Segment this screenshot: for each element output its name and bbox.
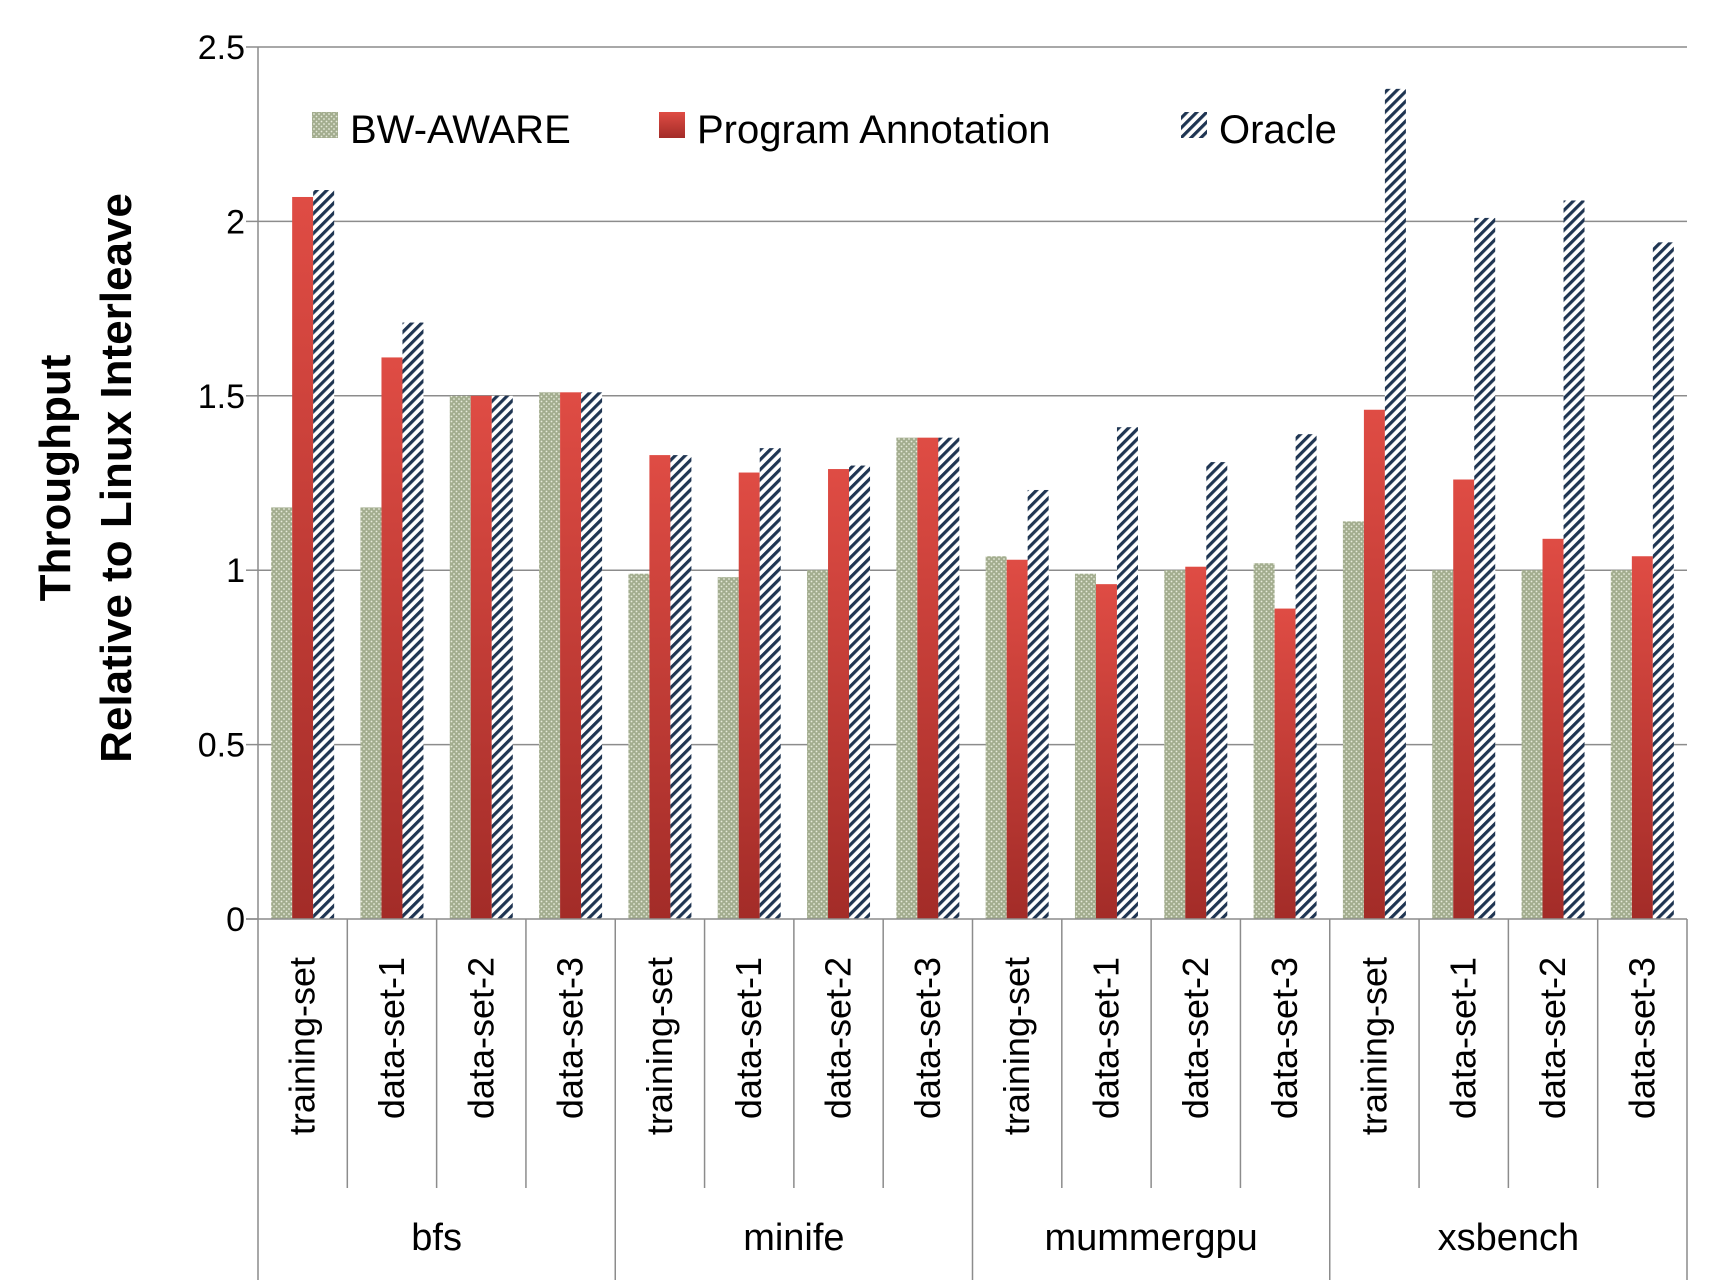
legend-label-bw-aware: BW-AWARE [350, 108, 571, 152]
bar-program-annotation [560, 392, 582, 919]
y-axis-label-line-1: Throughput [31, 354, 80, 601]
y-tick-labels: 0 0.5 1 1.5 2 2.5 [198, 29, 245, 939]
bar-program-annotation [1095, 584, 1117, 919]
bar-bw-aware [1521, 570, 1543, 919]
bar-bw-aware [628, 573, 650, 919]
bar-oracle [1206, 462, 1228, 919]
y-tick-label: 2 [226, 203, 245, 241]
bar-bw-aware [539, 392, 561, 919]
x-category-label: data-set-3 [1621, 957, 1662, 1119]
legend-label-oracle: Oracle [1219, 108, 1337, 152]
bar-oracle [759, 448, 781, 919]
x-category-label: data-set-3 [550, 957, 591, 1119]
y-tick-label: 0 [226, 901, 245, 939]
bar-oracle [1295, 434, 1317, 919]
bar-bw-aware [449, 395, 471, 919]
x-group-label: mummergpu [1044, 1217, 1257, 1259]
bar-program-annotation [828, 469, 850, 919]
y-axis-label-line-2: Relative to Linux Interleave [92, 193, 141, 763]
bar-oracle [1027, 489, 1049, 919]
bar-bw-aware [1432, 570, 1454, 919]
bar-program-annotation [1453, 479, 1475, 919]
bar-program-annotation [917, 437, 939, 919]
x-group-labels: bfs minife mummergpu xsbench [411, 1217, 1579, 1259]
bar-oracle [581, 392, 603, 919]
bar-oracle [938, 437, 960, 919]
bar-oracle [1384, 88, 1406, 919]
legend-swatch-bw-aware [312, 112, 338, 138]
bar-program-annotation [1185, 566, 1207, 919]
x-category-label: data-set-2 [818, 957, 859, 1119]
y-tick-label: 1 [226, 552, 245, 590]
bar-program-annotation [738, 472, 760, 919]
axes [246, 46, 1688, 1280]
bar-bw-aware [807, 570, 829, 919]
y-axis-label: Throughput Relative to Linux Interleave [31, 193, 141, 763]
bar-program-annotation [381, 357, 403, 919]
y-tick-label: 0.5 [198, 727, 245, 765]
bar-program-annotation [1274, 608, 1296, 919]
legend: BW-AWARE Program Annotation Oracle [312, 108, 1337, 152]
y-tick-label: 2.5 [198, 29, 245, 67]
bar-bw-aware [1610, 570, 1632, 919]
bar-oracle [1474, 217, 1496, 920]
bar-program-annotation [1542, 538, 1564, 919]
bar-oracle [313, 190, 335, 919]
x-group-label: xsbench [1438, 1217, 1580, 1259]
x-category-label: data-set-1 [728, 957, 769, 1119]
x-category-label: training-set [996, 957, 1037, 1135]
x-category-label: data-set-1 [1443, 957, 1484, 1119]
bar-oracle [670, 455, 692, 919]
legend-swatch-oracle [1181, 112, 1207, 138]
bar-bw-aware [896, 437, 918, 919]
bar-program-annotation [1363, 409, 1385, 919]
bar-program-annotation [649, 455, 671, 919]
legend-label-program-annotation: Program Annotation [697, 108, 1051, 152]
bar-bw-aware [1253, 563, 1275, 919]
bar-bw-aware [985, 556, 1007, 919]
x-category-label: data-set-3 [1264, 957, 1305, 1119]
bar-oracle [1116, 427, 1138, 919]
x-category-label: data-set-1 [371, 957, 412, 1119]
bar-program-annotation [1006, 559, 1028, 919]
x-category-label: training-set [639, 957, 680, 1135]
bar-program-annotation [292, 196, 314, 919]
bars [271, 88, 1674, 920]
x-category-label: training-set [282, 957, 323, 1135]
x-category-label: data-set-2 [460, 957, 501, 1119]
x-category-label: training-set [1353, 957, 1394, 1135]
legend-swatch-program-annotation [659, 112, 685, 138]
bar-bw-aware [717, 577, 739, 919]
y-tick-label: 1.5 [198, 378, 245, 416]
x-category-label: data-set-2 [1175, 957, 1216, 1119]
x-category-label: data-set-2 [1532, 957, 1573, 1119]
x-category-label: data-set-3 [907, 957, 948, 1119]
bar-bw-aware [360, 507, 382, 919]
bar-oracle [491, 395, 513, 919]
bar-oracle [849, 465, 871, 919]
bar-bw-aware [1342, 521, 1364, 919]
x-group-label: minife [743, 1217, 844, 1259]
x-group-label: bfs [411, 1217, 462, 1259]
bar-bw-aware [1164, 570, 1186, 919]
bar-oracle [1652, 242, 1674, 919]
bar-bw-aware [271, 507, 293, 919]
x-category-label: data-set-1 [1085, 957, 1126, 1119]
bar-program-annotation [1631, 556, 1653, 919]
x-category-labels: training-set data-set-1 data-set-2 data-set… [282, 957, 1663, 1135]
bar-bw-aware [1074, 573, 1096, 919]
bar-program-annotation [470, 395, 492, 919]
bar-oracle [1563, 200, 1585, 920]
bar-oracle [402, 322, 424, 919]
